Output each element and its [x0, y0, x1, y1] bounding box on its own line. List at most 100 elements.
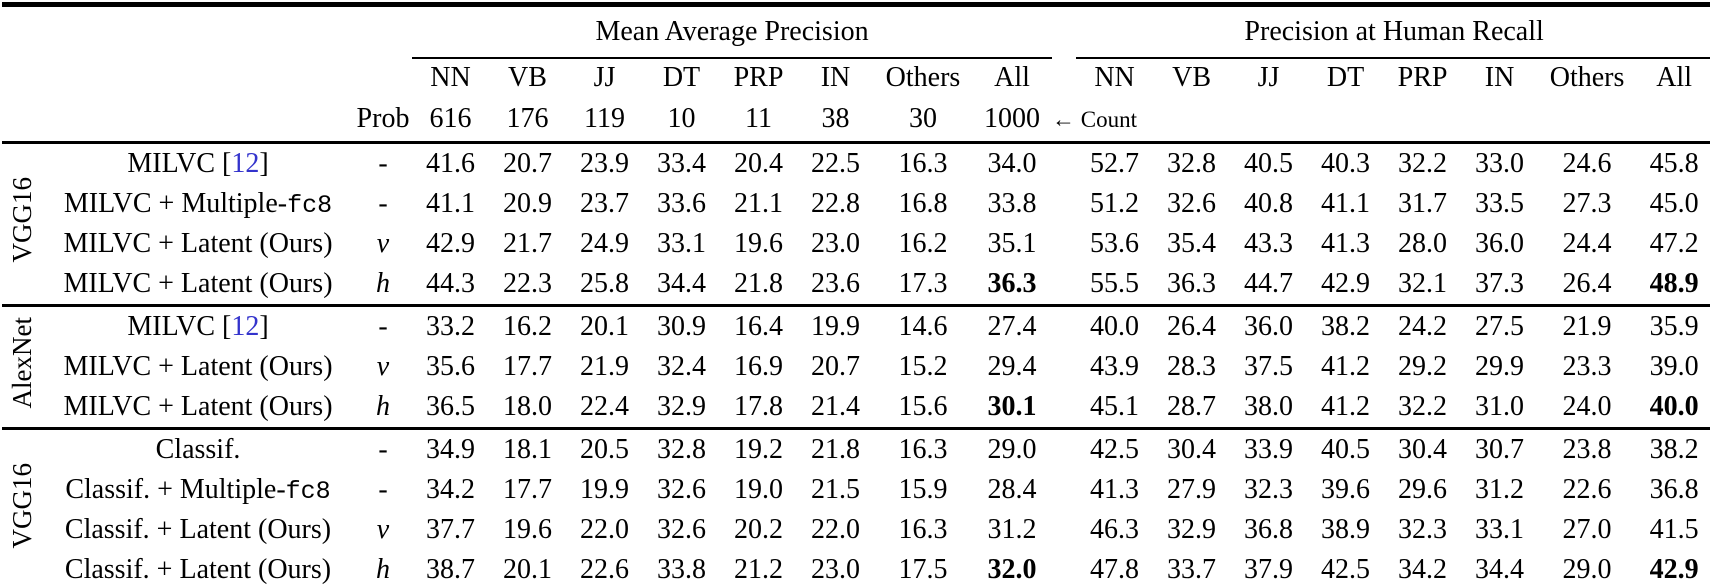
prob-value: - [354, 427, 412, 470]
phr-value: 38.2 [1307, 304, 1385, 347]
phr-value: 39.0 [1649, 351, 1699, 382]
table-row: VGG16 MILVC [12] -41.6 20.7 23.9 33.4 20.4 22.5… [2, 143, 1710, 263]
method-label: MILVC [12] [42, 304, 354, 347]
phr-value: 41.2 [1321, 391, 1371, 422]
phr-value: 36.3 [1167, 268, 1217, 299]
map-value: 21.8 [734, 268, 783, 299]
map-value: 24.9 [580, 228, 629, 259]
method-label-part: MILVC + Latent (Ours) [63, 268, 333, 299]
map-value: 19.9 [580, 474, 629, 505]
phr-subcol-header: VB [1172, 62, 1211, 93]
map-subcol-header: VB [508, 62, 547, 93]
phr-value: 27.3 [1562, 188, 1612, 219]
table-row: VGG16 Classif. -34.9 18.1 20.5 32.8 19.2 21.8 16… [2, 427, 1710, 586]
map-value: 32.9 [657, 391, 706, 422]
map-value: 25.8 [580, 268, 629, 299]
method-label: Classif. + Latent (Ours) [42, 550, 354, 586]
citation-link[interactable]: 12 [231, 311, 260, 342]
phr-value: 26.4 [1562, 268, 1612, 299]
map-value: 32.6 [657, 514, 706, 545]
prob-value: h [376, 554, 390, 585]
table-body: VGG16 MILVC [12] -41.6 20.7 23.9 33.4 20.4 22.5… [2, 143, 1710, 586]
map-value: 32.4 [657, 351, 706, 382]
phr-value: 28.0 [1398, 228, 1448, 259]
phr-subcol-header: DT [1326, 62, 1365, 93]
method-label: Classif. [42, 427, 354, 470]
count-value: 10 [643, 97, 720, 144]
phr-value: 51.2 [1090, 188, 1140, 219]
map-value: 23.0 [811, 228, 860, 259]
phr-value: 31.2 [1475, 474, 1525, 505]
phr-value: 42.9 [1649, 554, 1699, 585]
phr-value: 36.8 [1244, 514, 1294, 545]
map-value: 38.7 [426, 554, 475, 585]
method-label: MILVC + Latent (Ours) [42, 387, 354, 429]
map-value: 20.7 [811, 351, 860, 382]
phr-value: 43.3 [1244, 228, 1294, 259]
citation-link[interactable]: 12 [231, 148, 260, 179]
map-value: 22.5 [811, 148, 860, 179]
map-value: 41.1 [426, 188, 475, 219]
prob-value: h [376, 391, 390, 422]
phr-value: 27.0 [1562, 514, 1612, 545]
phr-value: 42.5 [1076, 427, 1154, 470]
map-value: 17.5 [898, 554, 948, 585]
phr-value: 55.5 [1090, 268, 1140, 299]
map-value: 33.4 [657, 148, 706, 179]
mid-spacer [1052, 550, 1076, 586]
map-value: 33.6 [657, 188, 706, 219]
phr-subcol-header: JJ [1257, 62, 1280, 93]
method-label-part: fc8 [285, 477, 331, 506]
mid-spacer [1052, 264, 1076, 306]
method-label: MILVC + Latent (Ours) [42, 347, 354, 387]
table-row: Classif. + Multiple-fc8-34.2 17.7 19.9 32.6… [2, 470, 1710, 510]
method-label: MILVC + Latent (Ours) [42, 224, 354, 264]
header-spacer [1384, 97, 1462, 144]
table-row: MILVC + Latent (Ours) h 36.5 18.0 22.4 32.9 17… [2, 387, 1710, 429]
map-value: 20.4 [734, 148, 783, 179]
phr-value: 47.2 [1649, 228, 1699, 259]
header-spacer [1230, 97, 1308, 144]
mid-spacer [1052, 347, 1076, 387]
method-label-part: MILVC [ [127, 311, 232, 342]
method-label-part: fc8 [287, 191, 333, 220]
map-value: 30.9 [643, 304, 720, 347]
count-value: 30 [874, 97, 972, 144]
phr-value: 41.3 [1090, 474, 1140, 505]
group-label-cell: VGG16 [2, 427, 42, 586]
phr-value: 35.9 [1636, 304, 1710, 347]
map-value: 34.2 [426, 474, 475, 505]
header-spacer [1538, 97, 1637, 144]
header-spacer [2, 58, 412, 97]
map-value: 34.4 [657, 268, 706, 299]
prob-value: - [378, 474, 388, 505]
map-value: 29.0 [972, 427, 1053, 470]
map-value: 16.2 [489, 304, 566, 347]
prob-value: v [376, 228, 390, 259]
phr-subcol-header: Others [1549, 62, 1625, 93]
phr-value: 40.0 [1649, 391, 1699, 422]
count-note: ← Count [1052, 107, 1138, 132]
prob-value: - [378, 148, 388, 179]
map-value: 22.6 [580, 554, 629, 585]
header-spacer [1307, 97, 1385, 144]
phr-value: 33.9 [1230, 427, 1308, 470]
phr-value: 42.5 [1321, 554, 1371, 585]
phr-value: 29.0 [1562, 554, 1612, 585]
phr-value: 28.3 [1167, 351, 1217, 382]
map-value: 21.4 [811, 391, 860, 422]
map-value: 23.9 [580, 148, 629, 179]
method-label: Classif. + Latent (Ours) [42, 510, 354, 550]
map-value: 37.7 [426, 514, 475, 545]
header-spacer [2, 5, 412, 59]
phr-value: 47.8 [1090, 554, 1140, 585]
method-label: MILVC + Latent (Ours) [42, 264, 354, 306]
phr-value: 53.6 [1090, 228, 1140, 259]
method-label-part: ] [259, 311, 269, 342]
count-value: 176 [489, 97, 566, 144]
phr-value: 24.0 [1562, 391, 1612, 422]
phr-value: 36.8 [1649, 474, 1699, 505]
header-spacer [2, 97, 42, 144]
